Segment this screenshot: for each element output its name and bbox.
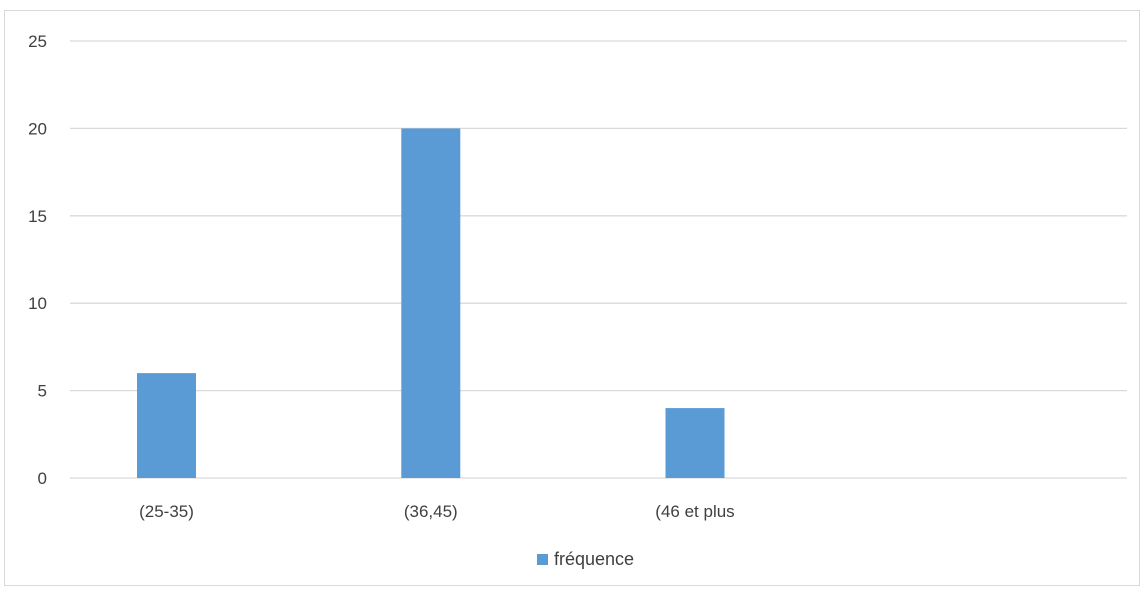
x-tick-label: (46 et plus [655,502,734,521]
x-tick-label: (25-35) [139,502,194,521]
x-tick-label: (36,45) [404,502,458,521]
bar-1 [137,373,196,478]
y-tick-label: 15 [28,207,47,226]
chart-frame [4,10,1140,586]
legend-label: fréquence [553,549,635,569]
y-tick-label: 25 [28,32,47,51]
y-tick-label: 0 [38,469,47,488]
legend-swatch [536,554,548,565]
legend: fréquence [0,549,1147,570]
y-tick-label: 5 [38,382,47,401]
legend-item: fréquence [536,549,635,570]
bar-2 [401,128,461,478]
y-tick-label: 10 [28,294,47,313]
bar-3 [665,408,725,478]
y-tick-label: 20 [28,119,47,138]
